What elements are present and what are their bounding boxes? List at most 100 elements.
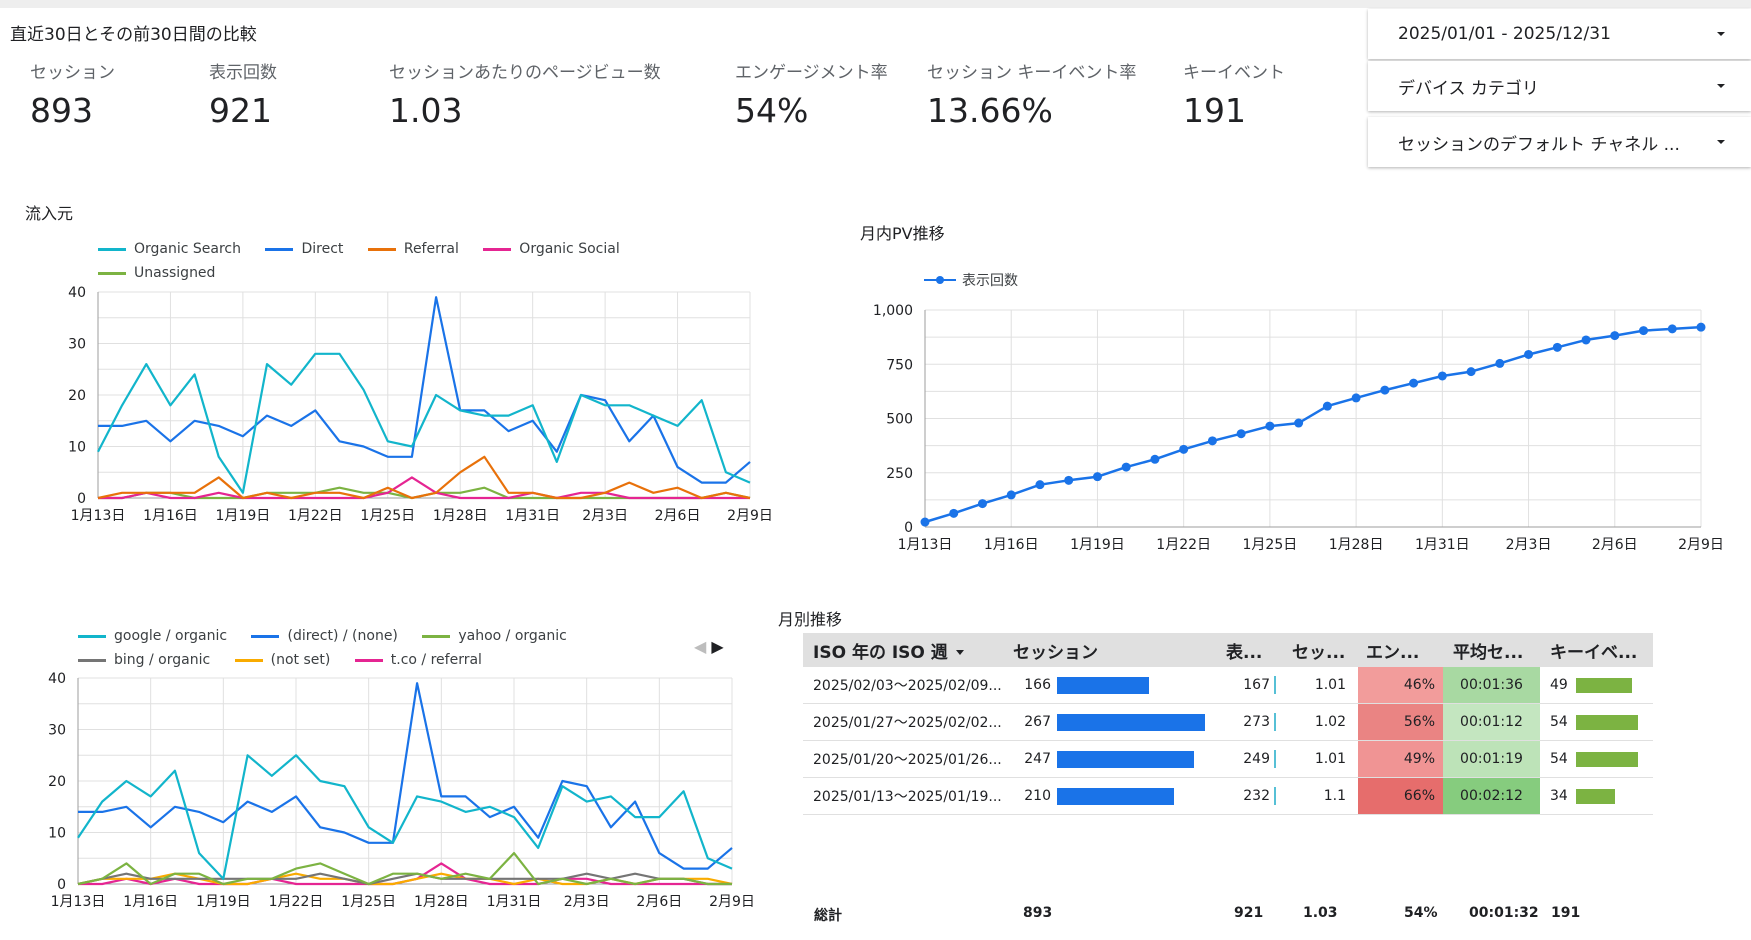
cell-pages-per-session: 1.02 bbox=[1314, 714, 1346, 730]
traffic-source-chart[interactable]: 0 10 20 30 40 1月13日 1月16日 1月19日 1月22日 1月25日 1月28日 1… bbox=[0, 280, 790, 540]
x-tick-label: 1月28日 bbox=[414, 894, 469, 910]
monthly-trend-title: 月別推移 bbox=[778, 610, 843, 629]
date-range-filter[interactable]: 2025/01/01 - 2025/12/31 bbox=[1368, 9, 1751, 59]
x-tick-label: 2月3日 bbox=[1506, 537, 1552, 553]
cell-key-events: 54 bbox=[1540, 751, 1653, 767]
legend-item[interactable]: yahoo / organic bbox=[422, 624, 567, 648]
y-tick-label: 0 bbox=[57, 877, 66, 893]
legend-label: google / organic bbox=[114, 628, 228, 644]
kpi-label: セッションあたりのページビュー数 bbox=[389, 63, 661, 83]
cell-avg-duration: 00:01:36 bbox=[1443, 667, 1540, 703]
kpi-sessions[interactable]: セッション 893 bbox=[30, 58, 115, 130]
y-tick-label: 0 bbox=[77, 491, 86, 507]
y-tick-label: 20 bbox=[68, 388, 86, 404]
table-header: ISO 年の ISO 週 セッション 表... セッ... エン... 平均セ.… bbox=[803, 633, 1653, 667]
legend-label: 表示回数 bbox=[962, 273, 1018, 289]
legend-item[interactable]: Organic Social bbox=[483, 237, 620, 261]
legend-item[interactable]: bing / organic bbox=[78, 648, 210, 672]
kpi-value: 54% bbox=[735, 91, 809, 130]
header-pages-per-session[interactable]: セッ... bbox=[1292, 642, 1346, 663]
data-point bbox=[1581, 335, 1591, 345]
y-tick-label: 250 bbox=[886, 466, 913, 482]
header-sessions[interactable]: セッション bbox=[1013, 642, 1098, 663]
x-tick-label: 1月16日 bbox=[123, 894, 178, 910]
x-tick-label: 1月31日 bbox=[505, 508, 560, 524]
prev-page-icon[interactable]: ◀ bbox=[694, 637, 707, 656]
key-events-bar bbox=[1576, 751, 1638, 767]
legend-item[interactable]: google / organic bbox=[78, 624, 227, 648]
views-value: 249 bbox=[1243, 751, 1270, 767]
cell-pages-per-session: 1.1 bbox=[1323, 788, 1346, 804]
legend-label: t.co / referral bbox=[390, 652, 482, 668]
data-point bbox=[1524, 349, 1534, 359]
y-tick-label: 20 bbox=[48, 774, 66, 790]
traffic-source-title: 流入元 bbox=[25, 204, 74, 223]
header-avg-duration[interactable]: 平均セ... bbox=[1453, 642, 1524, 663]
next-page-icon[interactable]: ▶ bbox=[711, 637, 724, 656]
table-row[interactable]: 2025/02/03～2025/02/09... 166 167 1.01 46% 00:… bbox=[803, 667, 1653, 704]
x-tick-label: 1月16日 bbox=[984, 537, 1039, 553]
table-row[interactable]: 2025/01/20～2025/01/26... 247 249 1.01 49% 00:… bbox=[803, 741, 1653, 778]
legend-item[interactable]: (not set) bbox=[234, 648, 330, 672]
channel-text: セッションのデフォルト チャネル ... bbox=[1398, 134, 1680, 155]
header-engagement[interactable]: エン... bbox=[1366, 642, 1420, 663]
x-tick-label: 2月3日 bbox=[582, 508, 628, 524]
legend-item[interactable]: t.co / referral bbox=[354, 648, 482, 672]
legend-item[interactable]: Unassigned bbox=[98, 261, 215, 285]
data-point bbox=[1466, 367, 1476, 377]
table-row[interactable]: 2025/01/27～2025/02/02... 267 273 1.02 56% 00:… bbox=[803, 704, 1653, 741]
kpi-value: 191 bbox=[1183, 91, 1246, 130]
kpi-value: 921 bbox=[209, 91, 272, 130]
kpi-views[interactable]: 表示回数 921 bbox=[209, 58, 277, 130]
key-events-value: 34 bbox=[1550, 788, 1568, 804]
legend-label: (direct) / (none) bbox=[287, 628, 398, 644]
cell-week: 2025/01/13～2025/01/19... bbox=[813, 789, 1002, 805]
table-row[interactable]: 2025/01/13～2025/01/19... 210 232 1.1 66% 00:0… bbox=[803, 778, 1653, 815]
x-tick-label: 1月22日 bbox=[269, 894, 324, 910]
sessions-bar bbox=[1057, 713, 1205, 731]
page-title: 直近30日とその前30日間の比較 bbox=[10, 25, 257, 45]
sessions-bar bbox=[1057, 676, 1149, 694]
legend-item[interactable]: Organic Search bbox=[98, 237, 241, 261]
source-medium-chart[interactable]: 0 10 20 30 40 1月13日 1月16日 1月19日 1月22日 1月25日 1月28日 1… bbox=[0, 668, 780, 918]
kpi-pages-per-session[interactable]: セッションあたりのページビュー数 1.03 bbox=[389, 58, 661, 130]
device-category-filter[interactable]: デバイス カテゴリ bbox=[1368, 61, 1751, 111]
legend-label: bing / organic bbox=[114, 652, 211, 668]
legend-item[interactable]: 表示回数 bbox=[924, 268, 1018, 292]
x-tick-label: 1月25日 bbox=[1243, 537, 1298, 553]
header-key-events[interactable]: キーイベ... bbox=[1550, 642, 1638, 663]
cell-pages-per-session: 1.01 bbox=[1314, 751, 1346, 767]
legend-swatch bbox=[234, 658, 263, 662]
data-point bbox=[977, 499, 987, 509]
kpi-key-events[interactable]: キーイベント 191 bbox=[1183, 58, 1285, 130]
kpi-engagement-rate[interactable]: エンゲージメント率 54% bbox=[735, 58, 888, 130]
header-views[interactable]: 表... bbox=[1226, 642, 1263, 663]
channel-filter[interactable]: セッションのデフォルト チャネル ... bbox=[1368, 117, 1751, 167]
x-tick-label: 1月19日 bbox=[216, 508, 271, 524]
series-line bbox=[98, 296, 751, 484]
legend-swatch bbox=[422, 634, 451, 638]
data-point bbox=[1409, 378, 1419, 388]
legend-swatch bbox=[78, 634, 106, 638]
x-tick-label: 1月28日 bbox=[1329, 537, 1384, 553]
legend-item[interactable]: Referral bbox=[367, 237, 459, 261]
legend-label: Organic Social bbox=[519, 241, 620, 257]
cell-week: 2025/02/03～2025/02/09... bbox=[813, 678, 1002, 694]
legend-label: Organic Search bbox=[134, 241, 242, 257]
data-point bbox=[1380, 385, 1390, 395]
data-point bbox=[1265, 421, 1275, 431]
legend-swatch bbox=[98, 271, 126, 275]
views-bar bbox=[1274, 676, 1276, 694]
legend-item[interactable]: Direct bbox=[265, 237, 343, 261]
data-point bbox=[1006, 490, 1016, 500]
legend-item[interactable]: (direct) / (none) bbox=[251, 624, 398, 648]
header-iso-week[interactable]: ISO 年の ISO 週 bbox=[803, 638, 1013, 663]
monthly-pv-title: 月内PV推移 bbox=[860, 224, 945, 243]
totals-avg-duration: 00:01:32 bbox=[1469, 905, 1539, 921]
monthly-pv-chart[interactable]: 0 250 500 750 1,000 1月13日 1月16日 1月19日 1月22日 1月25日… bbox=[860, 295, 1751, 565]
sessions-value: 166 bbox=[1024, 677, 1051, 693]
kpi-key-event-rate[interactable]: セッション キーイベント率 13.66% bbox=[927, 58, 1136, 130]
cell-views: 249 bbox=[1218, 750, 1278, 768]
y-tick-label: 750 bbox=[886, 357, 913, 373]
chevron-down-icon bbox=[1717, 32, 1725, 36]
